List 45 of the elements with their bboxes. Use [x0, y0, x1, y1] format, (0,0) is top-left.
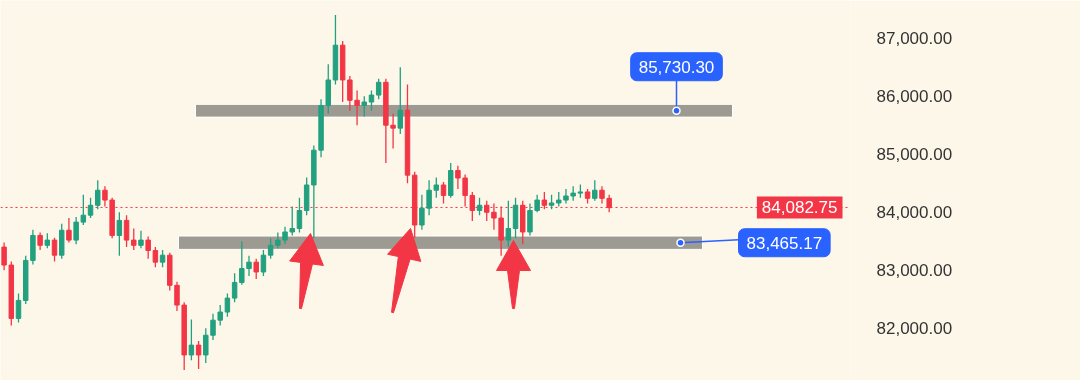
candlestick	[505, 200, 512, 248]
candlestick	[87, 197, 94, 219]
candlestick	[455, 165, 461, 190]
candlestick	[253, 258, 259, 280]
candlestick	[512, 197, 519, 240]
candlestick	[433, 176, 440, 199]
candlestick	[195, 340, 202, 370]
ref-line-label: 84,082.75	[761, 198, 838, 218]
candlestick	[131, 227, 137, 251]
y-tick-label: 86,000.00	[876, 87, 953, 107]
candlestick	[217, 304, 223, 327]
candlestick	[440, 181, 447, 205]
y-tick-label: 82,000.00	[876, 319, 953, 339]
candlestick	[73, 216, 79, 245]
candlestick	[188, 318, 195, 361]
candlestick	[289, 205, 295, 237]
candlestick	[390, 112, 396, 150]
candlestick	[260, 249, 267, 277]
candlestick	[361, 95, 367, 118]
y-tick-label: 84,000.00	[876, 203, 953, 223]
candlestick	[419, 194, 425, 231]
y-tick-label: 87,000.00	[876, 29, 953, 49]
band-label: 85,730.30	[638, 57, 715, 77]
candlestick	[296, 197, 303, 234]
candlestick	[375, 78, 382, 100]
candlestick	[145, 235, 151, 260]
candlestick	[563, 188, 569, 205]
candlestick	[15, 292, 22, 324]
candlestick	[102, 185, 108, 208]
candlestick	[224, 292, 231, 318]
candlestick	[397, 66, 404, 135]
candlestick	[368, 89, 375, 112]
candlestick	[231, 272, 238, 303]
candlestick	[426, 179, 432, 216]
candlestick	[123, 214, 130, 248]
candlestick	[51, 237, 58, 263]
candlestick	[592, 179, 598, 202]
candlestick	[95, 179, 101, 210]
candlestick	[80, 194, 87, 226]
candlestick	[116, 211, 123, 257]
band-label: 83,465.17	[746, 233, 823, 253]
y-tick-label: 85,000.00	[876, 145, 953, 165]
candlestick	[152, 246, 159, 269]
y-tick-label: 83,000.00	[876, 261, 953, 281]
candlestick	[66, 217, 72, 244]
